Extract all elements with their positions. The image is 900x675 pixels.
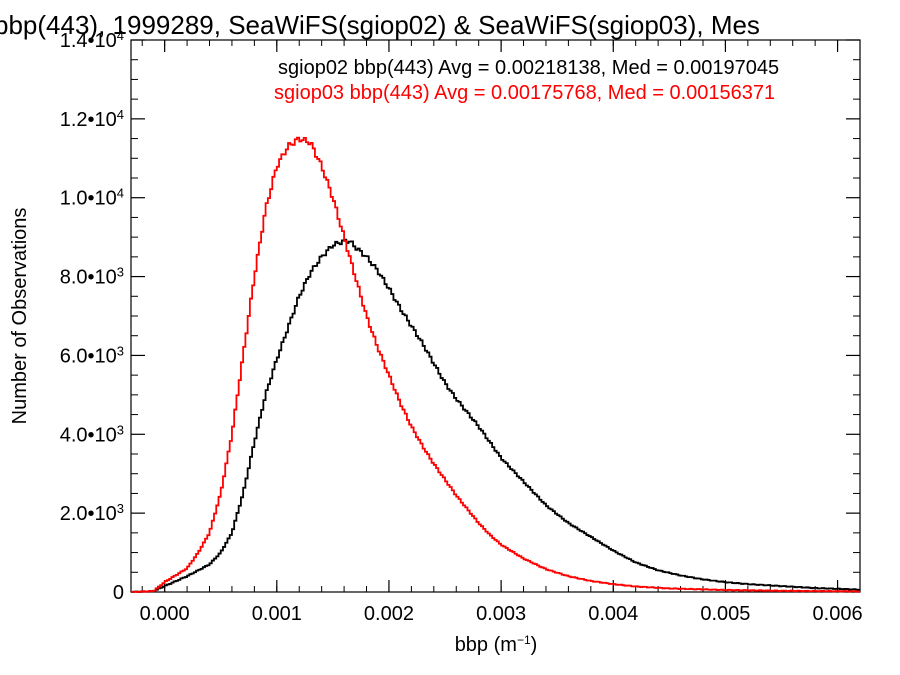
legend-entry-sgiop03: sgiop03 bbp(443) Avg = 0.00175768, Med =… — [274, 82, 775, 104]
x-tick-label: 0.003 — [476, 603, 526, 625]
x-tick-label: 0.006 — [813, 603, 863, 625]
x-tick-label: 0.005 — [700, 603, 750, 625]
x-axis-label-exponent: −1 — [517, 633, 531, 647]
x-axis-label: bbp (m−1) — [455, 633, 538, 656]
x-tick-label: 0.001 — [252, 603, 302, 625]
series-line-sgiop03 — [131, 136, 860, 593]
y-tick-label: 6.0•103 — [60, 343, 124, 368]
y-axis-ticks: 0 2.0•103 4.0•103 6.0•103 8.0•103 1.0•104 1.2•… — [60, 28, 860, 604]
x-axis-ticks: 0.000 0.001 0.002 0.003 0.004 0.005 0.006 — [140, 40, 863, 625]
legend: sgiop02 bbp(443) Avg = 0.00218138, Med =… — [274, 57, 779, 104]
series-line-sgiop02 — [131, 238, 860, 593]
y-tick-label: 1.2•104 — [60, 106, 124, 131]
series-layer — [131, 136, 860, 593]
y-axis-label: Number of Observations — [9, 208, 31, 425]
x-tick-label: 0.000 — [140, 603, 190, 625]
y-tick-label: 0 — [113, 582, 124, 604]
x-tick-label: 0.004 — [588, 603, 638, 625]
chart-title: bbp(443), 1999289, SeaWiFS(sgiop02) & Se… — [0, 10, 760, 40]
y-tick-label: 2.0•103 — [60, 501, 124, 526]
x-tick-label: 0.002 — [364, 603, 414, 625]
y-tick-label: 1.4•104 — [60, 28, 124, 53]
y-tick-label: 8.0•103 — [60, 264, 124, 289]
legend-entry-sgiop02: sgiop02 bbp(443) Avg = 0.00218138, Med =… — [278, 57, 779, 79]
y-tick-label: 1.0•104 — [60, 185, 124, 210]
y-tick-label: 4.0•103 — [60, 422, 124, 447]
